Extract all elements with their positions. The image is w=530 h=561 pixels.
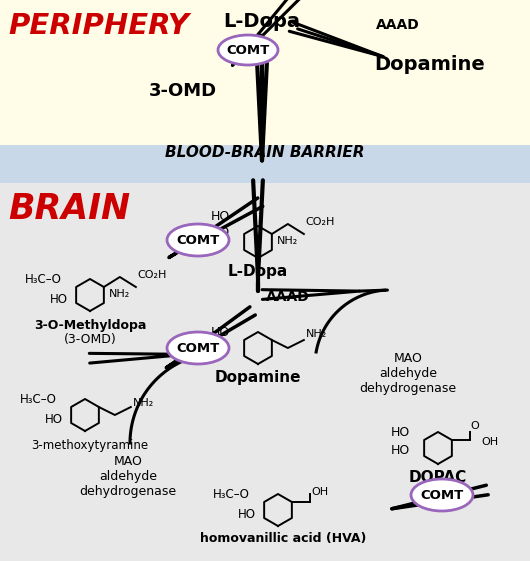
Text: DOPAC: DOPAC <box>409 470 467 485</box>
Text: OH: OH <box>312 487 329 497</box>
Text: H₃C–O: H₃C–O <box>25 273 62 286</box>
Text: AAAD: AAAD <box>266 290 310 304</box>
Text: CO₂H: CO₂H <box>306 217 335 227</box>
Text: NH₂: NH₂ <box>133 398 154 408</box>
Text: OH: OH <box>482 437 499 447</box>
Text: 3-methoxytyramine: 3-methoxytyramine <box>31 439 148 452</box>
Text: NH₂: NH₂ <box>306 329 327 339</box>
Text: BRAIN: BRAIN <box>8 192 130 226</box>
Text: MAO
aldehyde
dehydrogenase: MAO aldehyde dehydrogenase <box>80 455 176 498</box>
Text: homovanillic acid (HVA): homovanillic acid (HVA) <box>200 532 366 545</box>
Text: O: O <box>471 421 480 431</box>
Text: HO: HO <box>391 425 410 439</box>
Text: HO: HO <box>50 292 68 306</box>
Bar <box>0 183 530 561</box>
Text: L-Dopa: L-Dopa <box>228 264 288 279</box>
Ellipse shape <box>167 224 229 256</box>
Text: Dopamine: Dopamine <box>375 55 485 74</box>
Text: 3-O-Methyldopa: 3-O-Methyldopa <box>34 319 146 332</box>
Text: COMT: COMT <box>176 233 219 246</box>
Text: NH₂: NH₂ <box>109 289 130 299</box>
Text: HO: HO <box>238 508 256 521</box>
Ellipse shape <box>218 35 278 65</box>
Text: COMT: COMT <box>176 342 219 355</box>
Text: H₃C–O: H₃C–O <box>213 488 250 500</box>
Text: HO: HO <box>391 444 410 457</box>
Text: CO₂H: CO₂H <box>138 270 167 280</box>
Text: MAO
aldehyde
dehydrogenase: MAO aldehyde dehydrogenase <box>359 352 456 395</box>
Text: L-Dopa: L-Dopa <box>224 12 301 31</box>
Text: HO: HO <box>211 226 230 238</box>
Text: HO: HO <box>211 325 230 338</box>
Text: H₃C–O: H₃C–O <box>20 393 57 406</box>
Ellipse shape <box>411 479 473 511</box>
Text: 3-OMD: 3-OMD <box>149 82 217 100</box>
Bar <box>0 0 530 145</box>
Text: (3-OMD): (3-OMD) <box>64 333 117 346</box>
Bar <box>0 145 530 183</box>
Text: Dopamine: Dopamine <box>215 370 301 385</box>
Text: AAAD: AAAD <box>376 18 420 32</box>
Text: HO: HO <box>45 412 63 425</box>
Text: HO: HO <box>211 343 230 356</box>
Text: HO: HO <box>211 209 230 223</box>
Text: NH₂: NH₂ <box>277 236 298 246</box>
Text: COMT: COMT <box>226 44 270 57</box>
Text: PERIPHERY: PERIPHERY <box>8 12 189 40</box>
Text: COMT: COMT <box>420 489 464 502</box>
Ellipse shape <box>167 332 229 364</box>
Text: BLOOD-BRAIN BARRIER: BLOOD-BRAIN BARRIER <box>165 145 365 159</box>
